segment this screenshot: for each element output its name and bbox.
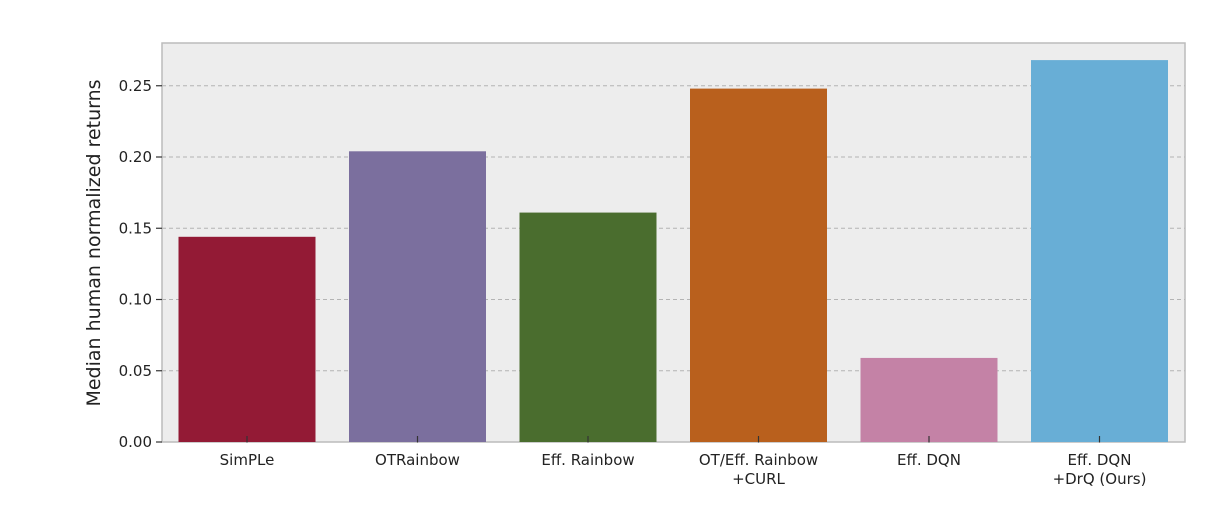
bar (1031, 60, 1168, 442)
x-tick-label-line: +CURL (732, 470, 785, 488)
y-tick-label: 0.25 (119, 77, 152, 95)
x-tick-label-line: OT/Eff. Rainbow (699, 451, 818, 469)
x-tick-label: OT/Eff. Rainbow +CURL (699, 451, 818, 488)
y-axis-label: Median human normalized returns (83, 79, 105, 406)
x-tick-label-line: OTRainbow (375, 451, 460, 469)
x-tick-label-line: Eff. Rainbow (541, 451, 634, 469)
bar (519, 212, 657, 442)
y-tick-label: 0.20 (119, 148, 152, 166)
x-tick-label-line: Eff. DQN (1068, 451, 1132, 469)
x-tick-label-line: SimPLe (220, 451, 275, 469)
y-tick-label: 0.00 (119, 433, 152, 451)
x-tick-label: Eff. Rainbow (541, 451, 634, 469)
x-tick-label: Eff. DQN (897, 451, 961, 469)
x-axis-ticks: SimPLe OTRainbow Eff. Rainbow OT/Eff. Rainb… (220, 436, 1147, 488)
bar (860, 357, 998, 442)
y-axis-ticks: 0.00 0.05 0.10 0.15 0.20 0.25 (119, 77, 162, 451)
bar (349, 151, 486, 443)
x-tick-label-line: +DrQ (Ours) (1053, 470, 1147, 488)
bar (178, 236, 316, 442)
y-tick-label: 0.15 (119, 219, 152, 237)
x-tick-label: Eff. DQN +DrQ (Ours) (1053, 451, 1147, 488)
bars (178, 60, 1168, 443)
x-tick-label: OTRainbow (375, 451, 460, 469)
y-tick-label: 0.05 (119, 362, 152, 380)
grid-lines (162, 85, 1185, 372)
y-tick-label: 0.10 (119, 291, 152, 309)
plot-background (161, 42, 1186, 443)
x-tick-label-line: Eff. DQN (897, 451, 961, 469)
x-tick-label: SimPLe (220, 451, 275, 469)
bar (690, 88, 827, 442)
